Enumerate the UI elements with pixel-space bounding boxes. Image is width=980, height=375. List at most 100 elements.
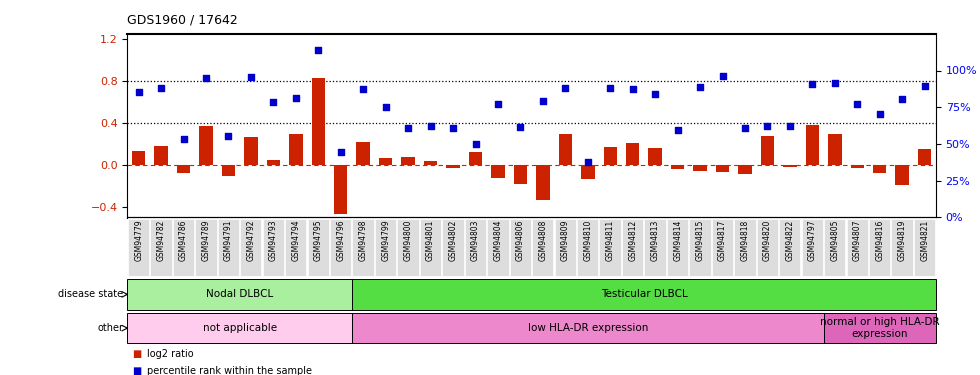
Point [445,125,461,131]
FancyBboxPatch shape [645,219,665,276]
Bar [289,134,303,165]
Text: GSM94798: GSM94798 [359,219,368,261]
Text: GSM94811: GSM94811 [606,219,614,261]
FancyBboxPatch shape [127,313,352,344]
FancyBboxPatch shape [555,219,576,276]
Point [333,149,349,155]
Bar [896,165,909,185]
Bar [626,143,640,165]
FancyBboxPatch shape [375,219,396,276]
Point [378,104,394,110]
Text: GSM94796: GSM94796 [336,219,345,261]
Point [153,86,169,92]
Text: GSM94818: GSM94818 [741,219,750,261]
Text: GSM94805: GSM94805 [830,219,839,261]
Bar [873,165,887,173]
FancyBboxPatch shape [240,219,262,276]
Text: GSM94804: GSM94804 [494,219,503,261]
Bar [828,134,842,165]
Point [827,80,843,86]
Text: low HLA-DR expression: low HLA-DR expression [527,323,648,333]
FancyBboxPatch shape [869,219,890,276]
Point [243,74,259,80]
Point [130,88,146,94]
Point [692,84,708,90]
FancyBboxPatch shape [127,279,352,310]
Bar [491,165,505,178]
Bar [132,152,145,165]
Text: GSM94800: GSM94800 [404,219,413,261]
Bar [694,165,707,171]
Bar [604,147,617,165]
Bar [221,165,235,176]
Point [558,86,573,92]
Bar [176,165,190,173]
Text: GSM94808: GSM94808 [538,219,548,261]
FancyBboxPatch shape [308,219,329,276]
Bar [424,161,437,165]
FancyBboxPatch shape [419,219,441,276]
FancyBboxPatch shape [397,219,418,276]
Text: GSM94786: GSM94786 [179,219,188,261]
FancyBboxPatch shape [622,219,643,276]
Bar [581,165,595,178]
Text: GSM94782: GSM94782 [157,219,166,261]
Bar [379,158,392,165]
Bar [806,125,819,165]
Point [669,128,685,134]
Bar [918,149,931,165]
Text: GSM94817: GSM94817 [718,219,727,261]
FancyBboxPatch shape [823,313,936,344]
Point [625,86,641,92]
FancyBboxPatch shape [847,219,868,276]
Point [737,125,753,131]
FancyBboxPatch shape [285,219,307,276]
Text: GSM94802: GSM94802 [449,219,458,261]
Point [400,125,416,131]
FancyBboxPatch shape [600,219,620,276]
FancyBboxPatch shape [689,219,710,276]
Point [782,123,798,129]
FancyBboxPatch shape [150,219,172,276]
Text: GSM94779: GSM94779 [134,219,143,261]
FancyBboxPatch shape [263,219,284,276]
Point [850,101,865,107]
Point [872,111,888,117]
FancyBboxPatch shape [195,219,217,276]
Text: GSM94806: GSM94806 [515,219,525,261]
Bar [155,146,168,165]
FancyBboxPatch shape [711,219,733,276]
Bar [267,160,280,165]
Text: GSM94822: GSM94822 [785,219,795,261]
FancyBboxPatch shape [353,219,373,276]
Text: GSM94799: GSM94799 [381,219,390,261]
Text: GSM94791: GSM94791 [224,219,233,261]
Bar [851,165,864,168]
Point [266,99,281,105]
FancyBboxPatch shape [666,219,688,276]
FancyBboxPatch shape [352,313,823,344]
Point [422,123,438,129]
FancyBboxPatch shape [510,219,531,276]
Text: GSM94819: GSM94819 [898,219,907,261]
FancyBboxPatch shape [330,219,351,276]
Point [714,73,730,79]
FancyBboxPatch shape [577,219,599,276]
Text: Nodal DLBCL: Nodal DLBCL [206,290,273,299]
FancyBboxPatch shape [914,219,935,276]
Text: other: other [97,323,123,333]
Bar [649,148,662,165]
Text: GSM94807: GSM94807 [853,219,861,261]
Bar [671,165,684,169]
Point [760,123,775,129]
Text: GSM94803: GSM94803 [471,219,480,261]
Bar [738,165,752,174]
Point [490,101,506,107]
FancyBboxPatch shape [442,219,464,276]
Text: GSM94810: GSM94810 [583,219,592,261]
Text: GSM94814: GSM94814 [673,219,682,261]
Point [198,75,214,81]
Point [895,96,910,102]
FancyBboxPatch shape [127,219,149,276]
Bar [468,152,482,165]
